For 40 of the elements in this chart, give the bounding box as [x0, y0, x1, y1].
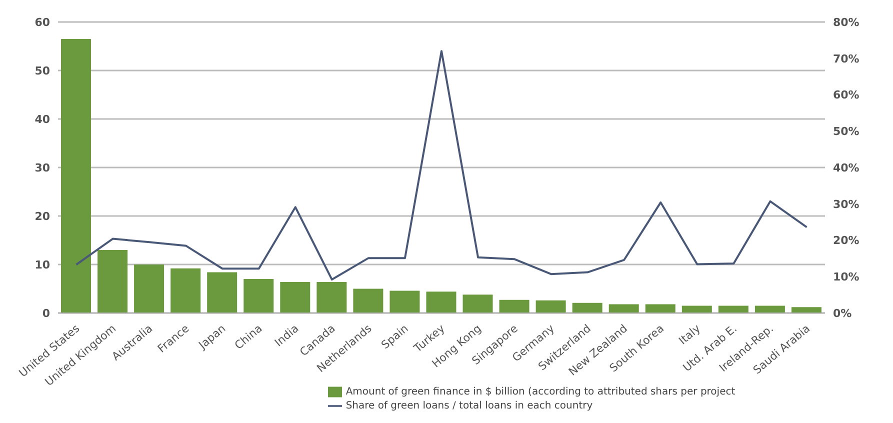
bar [754, 306, 785, 313]
y-tick-label: 30 [34, 161, 50, 174]
y2-tick-label: 80% [833, 16, 860, 29]
bar [645, 304, 676, 313]
bar [499, 300, 530, 313]
bar [462, 294, 493, 313]
y-tick-label: 20 [34, 210, 50, 223]
bar [244, 279, 274, 313]
y2-tick-label: 50% [833, 125, 860, 138]
legend-label: Share of green loans / total loans in each country [346, 400, 593, 412]
legend-label: Amount of green finance in $ billion (according to attributed shars per project [346, 386, 736, 398]
bar [280, 282, 310, 313]
y2-tick-label: 70% [833, 52, 860, 66]
y2-tick-label: 10% [833, 270, 860, 284]
y2-tick-label: 30% [833, 198, 860, 211]
y2-tick-label: 0% [833, 306, 852, 320]
bar [98, 250, 128, 313]
y-tick-label: 60 [34, 16, 50, 29]
bar [426, 292, 456, 313]
bar [353, 288, 384, 313]
bar [608, 304, 639, 313]
y-tick-label: 40 [34, 112, 50, 126]
line-series [75, 50, 808, 281]
y2-tick-label: 40% [833, 161, 860, 174]
bar [134, 264, 164, 313]
y-tick-label: 50 [34, 64, 50, 78]
bar [536, 300, 566, 313]
y-tick-label: 0 [42, 306, 50, 320]
bar [791, 307, 822, 313]
y-tick-label: 10 [34, 258, 50, 272]
bar [390, 290, 420, 313]
bar [718, 306, 748, 313]
bar [572, 302, 602, 313]
y2-tick-label: 20% [833, 234, 860, 248]
bar [170, 268, 201, 313]
bar [207, 272, 238, 313]
y2-tick-label: 60% [833, 88, 860, 102]
bar [316, 282, 347, 313]
bar [61, 38, 91, 313]
bar [682, 306, 712, 313]
